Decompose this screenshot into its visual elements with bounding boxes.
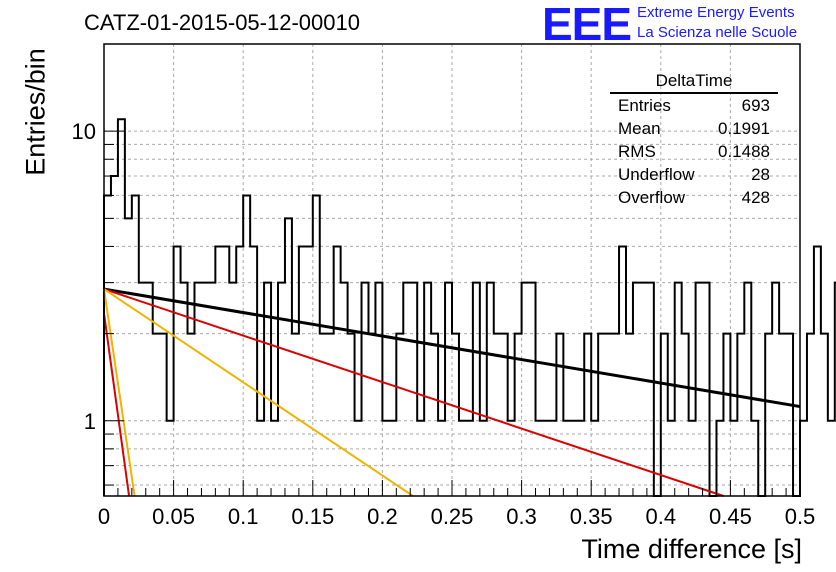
histogram-bars	[103, 118, 836, 497]
x-tick-label: 0.05	[152, 504, 195, 529]
stats-value: 28	[751, 165, 770, 184]
y-tick-label: 1	[84, 409, 96, 434]
y-axis-label: Entries/bin	[20, 48, 51, 176]
stats-label: Entries	[618, 96, 671, 115]
x-tick-label: 0.25	[431, 504, 474, 529]
fit-line-1	[103, 288, 724, 497]
x-tick-label: 0.4	[646, 504, 677, 529]
fit-line-4	[103, 313, 131, 497]
x-tick-label: 0.2	[367, 504, 398, 529]
fit-line-0	[103, 287, 801, 409]
stats-title: DeltaTime	[610, 70, 778, 94]
stats-row-rms: RMS 0.1488	[610, 140, 778, 163]
stats-value: 0.1488	[718, 142, 770, 161]
org-subtitle: La Scienza nelle Scuole	[637, 24, 798, 41]
stats-row-underflow: Underflow 28	[610, 163, 778, 186]
x-tick-label: 0	[98, 504, 110, 529]
x-tick-label: 0.5	[785, 504, 816, 529]
stats-label: Overflow	[618, 188, 686, 207]
org-name: Extreme Energy Events	[637, 4, 795, 21]
x-tick-label: 0.1	[228, 504, 259, 529]
stats-row-mean: Mean 0.1991	[610, 117, 778, 140]
fit-line-3	[103, 288, 136, 497]
x-axis-label: Time difference [s]	[581, 534, 802, 564]
stats-row-overflow: Overflow 428	[610, 186, 778, 209]
stats-value: 0.1991	[718, 119, 770, 138]
stats-row-entries: Entries 693	[610, 94, 778, 117]
fit-line-2	[103, 288, 414, 497]
stats-value: 693	[741, 96, 770, 115]
eee-logo: EEE	[542, 0, 632, 50]
x-tick-label: 0.35	[570, 504, 613, 529]
stats-value: 428	[741, 188, 770, 207]
x-tick-label: 0.15	[291, 504, 334, 529]
stats-box: DeltaTime Entries 693 Mean 0.1991 RMS 0.148…	[610, 70, 778, 209]
stats-label: Underflow	[618, 165, 695, 184]
stats-label: RMS	[618, 142, 656, 161]
y-tick-label: 10	[72, 119, 96, 144]
chart-title: CATZ-01-2015-05-12-00010	[84, 10, 360, 35]
stats-label: Mean	[618, 119, 661, 138]
x-tick-label: 0.45	[709, 504, 752, 529]
x-tick-label: 0.3	[506, 504, 537, 529]
